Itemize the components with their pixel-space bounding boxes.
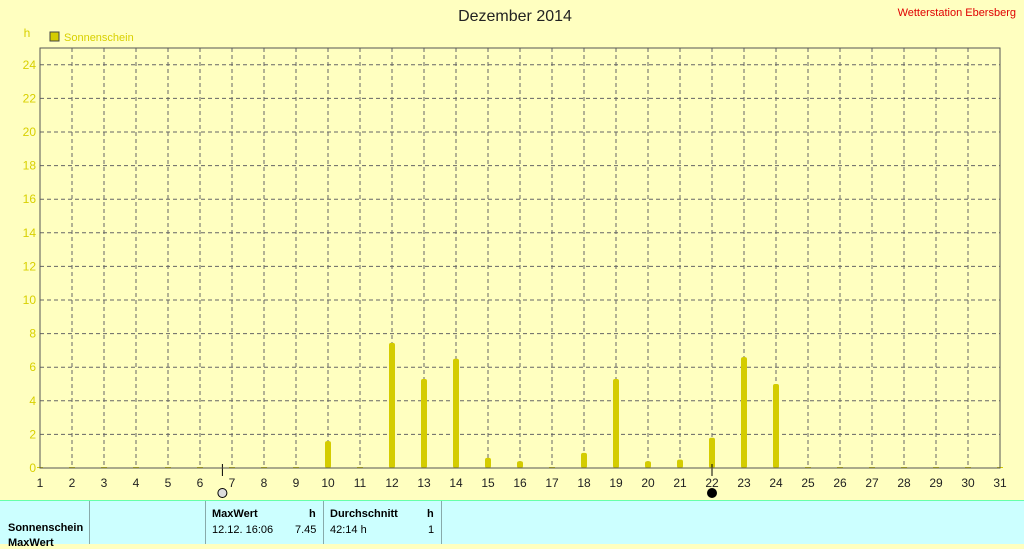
- bar: [517, 461, 523, 468]
- x-tick-label: 27: [865, 476, 879, 490]
- y-tick-label: 24: [23, 58, 37, 72]
- max-header: MaxWert: [212, 508, 258, 520]
- row-label-2: MaxWert: [8, 537, 54, 549]
- x-axis: 1 2 3 4 5 6 7 8 9 10 11 12 13 14 15 16 17 18 19 20 21 22 23 24 2…: [37, 476, 1007, 490]
- bar: [453, 358, 459, 468]
- avg-unit: h: [427, 508, 434, 520]
- bar: [581, 452, 587, 468]
- x-tick-label: 25: [801, 476, 815, 490]
- x-tick-label: 13: [417, 476, 431, 490]
- y-tick-label: 4: [29, 394, 36, 408]
- y-tick-label: 20: [23, 125, 37, 139]
- x-tick-label: 19: [609, 476, 623, 490]
- x-tick-label: 29: [929, 476, 943, 490]
- x-tick-label: 2: [69, 476, 76, 490]
- row-label: Sonnenschein: [8, 522, 84, 534]
- avg-total: 42:14 h: [330, 524, 367, 536]
- x-tick-label: 7: [229, 476, 236, 490]
- x-tick-label: 14: [449, 476, 463, 490]
- x-tick-label: 18: [577, 476, 591, 490]
- bar: [485, 457, 491, 468]
- x-tick-label: 16: [513, 476, 527, 490]
- x-tick-label: 23: [737, 476, 751, 490]
- x-tick-label: 12: [385, 476, 399, 490]
- y-tick-label: 16: [23, 192, 37, 206]
- avg-value: 1: [428, 524, 435, 536]
- x-tick-label: 31: [993, 476, 1007, 490]
- avg-cell: Durchschnitt h 42:14 h 1: [324, 501, 442, 544]
- chart-background: [0, 0, 1024, 500]
- y-tick-label: 0: [29, 461, 36, 475]
- y-axis-unit: h: [24, 26, 31, 40]
- new-moon-icon: [707, 488, 717, 498]
- x-tick-label: 15: [481, 476, 495, 490]
- y-tick-label: 22: [23, 91, 37, 105]
- x-tick-label: 11: [354, 476, 367, 490]
- legend-swatch: [49, 31, 60, 42]
- y-tick-label: 10: [23, 293, 37, 307]
- row-label-cell: Sonnenschein MaxWert: [0, 501, 90, 549]
- y-tick-label: 18: [23, 159, 37, 173]
- x-tick-label: 28: [897, 476, 911, 490]
- chart: Dezember 2014 Wetterstation Ebersberg h …: [0, 0, 1024, 500]
- max-date: 12.12. 16:06: [212, 524, 274, 536]
- max-unit: h: [309, 508, 316, 520]
- bar: [325, 441, 331, 468]
- y-tick-label: 14: [23, 226, 37, 240]
- moon-phase-markers: [217, 464, 717, 498]
- bar: [645, 461, 651, 468]
- legend-label: Sonnenschein: [64, 32, 134, 44]
- x-tick-label: 30: [961, 476, 975, 490]
- bar: [773, 384, 779, 468]
- bar: [741, 357, 747, 468]
- bar: [389, 342, 395, 468]
- x-tick-label: 5: [165, 476, 172, 490]
- max-cell: MaxWert h 12.12. 16:06 7.45: [206, 501, 324, 544]
- plot-frame: [39, 47, 1001, 469]
- x-tick-label: 21: [673, 476, 687, 490]
- grid: [40, 48, 1000, 468]
- x-tick-label: 22: [705, 476, 719, 490]
- bars: [37, 342, 1003, 468]
- y-tick-label: 8: [29, 327, 36, 341]
- bar: [613, 378, 619, 468]
- x-tick-label: 6: [197, 476, 204, 490]
- first-quarter-icon: [217, 488, 228, 498]
- bar: [421, 378, 427, 468]
- bar: [709, 437, 715, 468]
- x-tick-label: 17: [545, 476, 559, 490]
- x-tick-label: 3: [101, 476, 108, 490]
- avg-header: Durchschnitt: [330, 508, 398, 520]
- x-tick-label: 8: [261, 476, 268, 490]
- station-name: Wetterstation Ebersberg: [898, 7, 1016, 19]
- legend: Sonnenschein: [49, 31, 134, 44]
- x-tick-label: 10: [321, 476, 335, 490]
- max-value: 7.45: [295, 524, 317, 536]
- x-tick-label: 4: [133, 476, 140, 490]
- y-tick-label: 12: [23, 259, 37, 273]
- x-tick-label: 24: [769, 476, 783, 490]
- y-tick-label: 6: [29, 360, 36, 374]
- x-tick-label: 1: [37, 476, 44, 490]
- bar: [677, 459, 683, 468]
- stats-table: Sonnenschein MaxWert MaxWert h 12.12. 16…: [0, 500, 1024, 549]
- y-tick-label: 2: [29, 427, 36, 441]
- empty-cell: [90, 501, 206, 544]
- x-tick-label: 20: [641, 476, 655, 490]
- x-tick-label: 9: [293, 476, 300, 490]
- x-tick-label: 26: [833, 476, 847, 490]
- chart-title: Dezember 2014: [458, 8, 572, 25]
